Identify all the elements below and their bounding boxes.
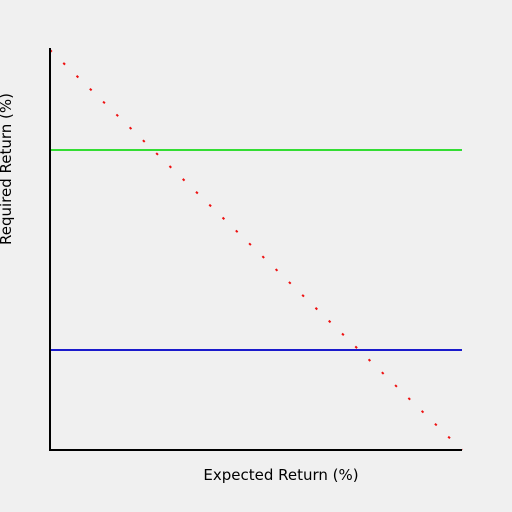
x-axis-label: Expected Return (%) (203, 466, 358, 484)
series-line-3 (49, 49, 463, 451)
series-layer (49, 49, 463, 451)
y-axis-label: Required Return (%) (0, 93, 15, 245)
